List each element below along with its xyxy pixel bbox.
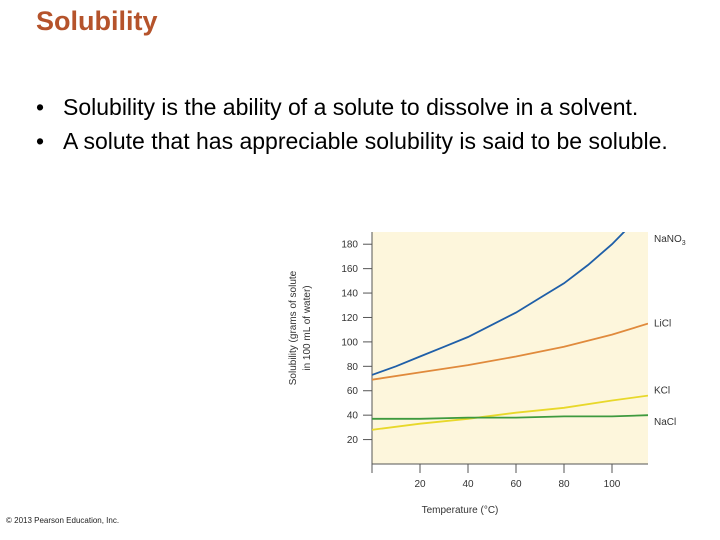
y-tick-label: 140 [341,289,358,300]
copyright-notice: © 2013 Pearson Education, Inc. [6,516,120,525]
series-label: KCl [654,386,670,397]
bullet-text: A solute that has appreciable solubility… [63,128,668,154]
y-tick-label: 60 [347,386,359,397]
series-label: NaCl [654,417,676,428]
x-tick-label: 60 [510,479,522,490]
y-tick-label: 100 [341,337,358,348]
y-tick-label: 160 [341,264,358,275]
series-line [372,414,648,420]
series-label: LiCl [654,319,671,330]
y-tick-label: 80 [347,362,359,373]
y-axis-title-line: in 100 mL of water) [302,285,313,370]
bullet-dot: • [36,94,45,120]
series-label: NaNO3 [654,234,686,247]
x-tick-label: 100 [604,479,621,490]
x-tick-label: 20 [414,479,426,490]
x-axis-title: Temperature (°C) [422,505,499,516]
y-tick-label: 120 [341,313,358,324]
bullet-text: Solubility is the ability of a solute to… [63,94,639,120]
bullet-item: • A solute that has appreciable solubili… [36,126,676,156]
series-line [372,394,648,431]
x-tick-label: 40 [462,479,474,490]
series-line [372,322,648,381]
bullet-item: • Solubility is the ability of a solute … [36,92,676,122]
y-tick-label: 20 [347,435,359,446]
plot-area [372,232,648,464]
y-axis-title-line: Solubility (grams of solute [288,270,299,385]
x-tick-label: 80 [558,479,570,490]
series-label-subscript: 3 [682,240,686,247]
series-line [372,232,626,376]
y-tick-label: 40 [347,411,359,422]
bullet-list: • Solubility is the ability of a solute … [36,92,676,160]
bullet-dot: • [36,128,45,154]
slide-title: Solubility [36,6,158,36]
y-tick-label: 180 [341,240,358,251]
